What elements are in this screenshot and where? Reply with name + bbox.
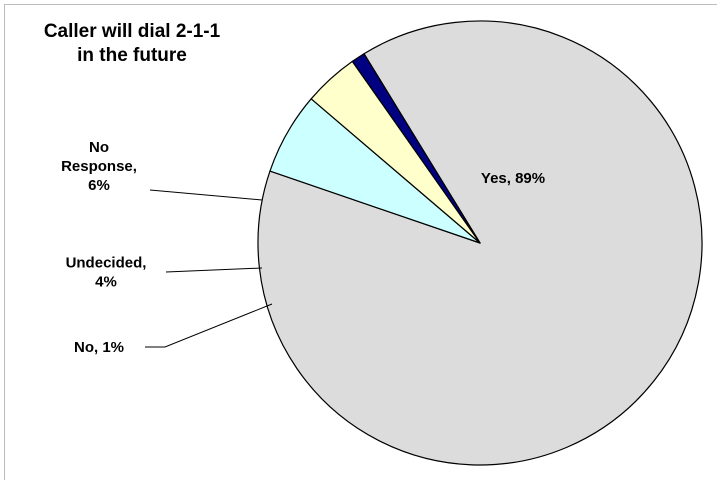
data-label-no-response-6: No Response, 6% [61,139,137,194]
leader-line-no-1 [145,303,273,348]
leader-line-undecided-4 [165,267,263,273]
data-label-yes-89: Yes, 89% [481,170,545,187]
chart-area [4,4,717,480]
leader-line-no-response-6 [149,189,263,201]
data-label-undecided-4: Undecided, 4% [66,255,147,291]
chart-title: Caller will dial 2-1-1 in the future [43,21,221,66]
data-label-no-1: No, 1% [74,339,124,356]
pie-slice-no-1 [351,53,481,244]
